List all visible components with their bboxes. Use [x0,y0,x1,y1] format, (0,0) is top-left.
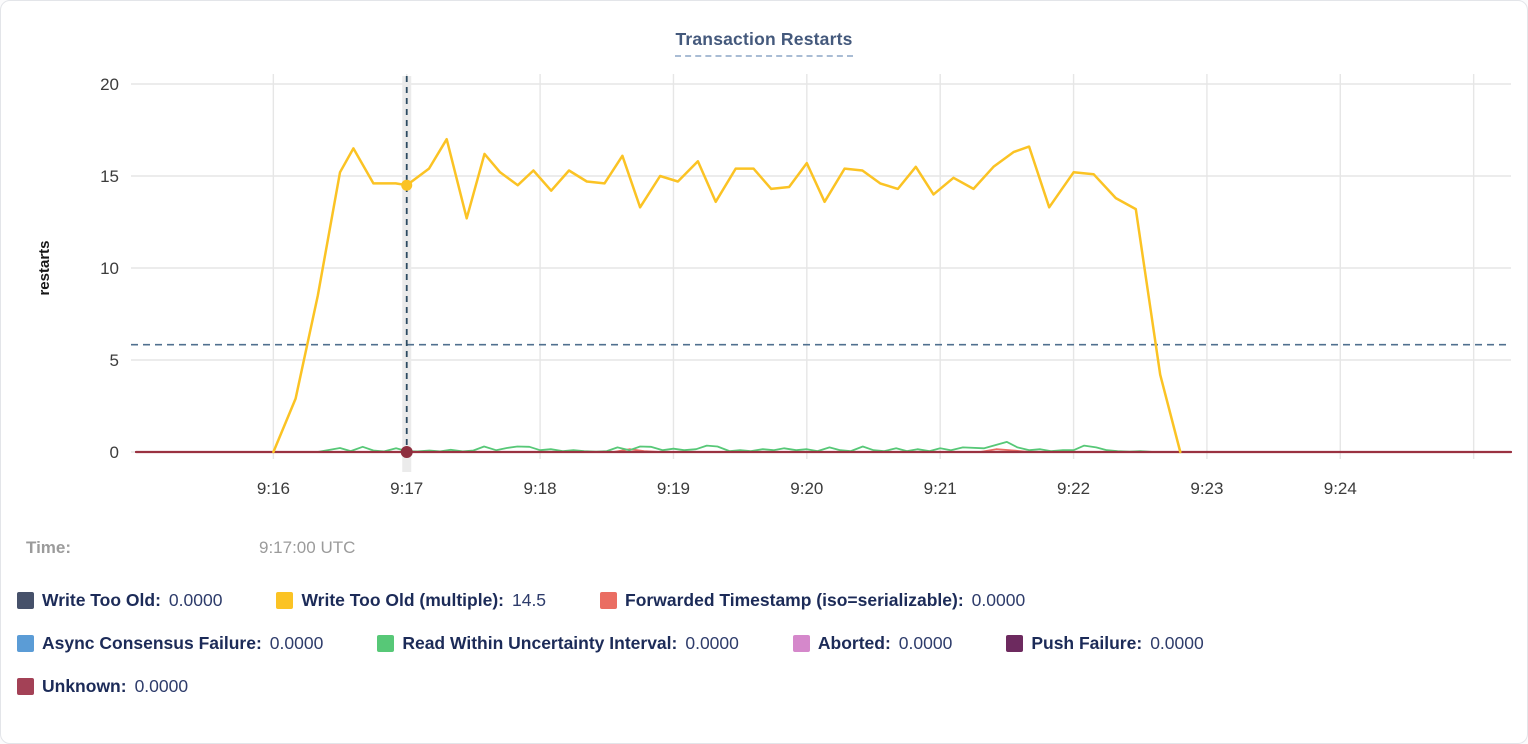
y-tick-label: 0 [110,443,119,462]
legend-label: Unknown: [42,676,127,696]
legend-swatch [17,592,34,609]
legend-label: Async Consensus Failure: [42,633,262,653]
legend-swatch [792,635,810,652]
legend-item-forwarded-timestamp-iso-serializable: Forwarded Timestamp (iso=serializable): 0… [600,590,1025,611]
legend-label: Write Too Old (multiple): [301,590,504,610]
legend-swatch [17,635,34,652]
legend-row: Unknown: 0.0000 [17,676,1513,697]
legend-value: 14.5 [511,590,547,610]
legend-swatch [17,678,34,695]
legend-value: 0.0000 [269,633,324,653]
x-tick-label: 9:16 [257,479,290,498]
legend-row: Async Consensus Failure: 0.0000 Read Withi… [17,633,1513,654]
legend-item-aborted: Aborted: 0.0000 [792,633,953,654]
x-tick-label: 9:17 [390,479,423,498]
chart-legend: Write Too Old: 0.0000 Write Too Old (multi… [17,590,1513,719]
x-tick-label: 9:23 [1190,479,1223,498]
chart-header: Transaction Restarts [1,29,1527,57]
y-tick-label: 10 [100,259,119,278]
y-tick-label: 20 [100,75,119,94]
legend-item-read-within-uncertainty-interval: Read Within Uncertainty Interval: 0.0000 [377,633,739,654]
legend-item-push-failure: Push Failure: 0.0000 [1006,633,1204,654]
y-axis-label: restarts [36,240,53,295]
y-tick-label: 5 [110,351,119,370]
legend-value: 0.0000 [685,633,739,653]
selected-point-write-too-old-multiple [401,179,413,191]
legend-value: 0.0000 [134,676,189,696]
chart-title[interactable]: Transaction Restarts [675,29,853,57]
legend-item-write-too-old: Write Too Old: 0.0000 [17,590,222,611]
y-tick-label: 15 [100,167,119,186]
x-tick-label: 9:19 [657,479,690,498]
x-tick-label: 9:20 [790,479,823,498]
x-tick-label: 9:21 [924,479,957,498]
legend-swatch [377,635,395,652]
legend-value: 0.0000 [898,633,953,653]
x-tick-label: 9:18 [524,479,557,498]
x-tick-label: 9:22 [1057,479,1090,498]
series-write-too-old-multiple [272,137,1182,454]
legend-label: Aborted: [817,633,891,653]
legend-value: 0.0000 [971,590,1026,610]
legend-item-write-too-old-multiple: Write Too Old (multiple): 14.5 [276,590,546,611]
series-read-within-uncertainty-interval [316,440,1155,453]
legend-label: Write Too Old: [42,590,161,610]
legend-label: Forwarded Timestamp (iso=serializable): [625,590,964,610]
selected-point-unknown [400,446,413,458]
hover-time-readout: Time: 9:17:00 UTC [26,538,355,558]
transaction-restarts-chart[interactable]: 0 5 10 15 20 9:16 9:17 9:18 9:19 9:20 9:21 9:22 9:23… [1,1,1528,521]
legend-swatch [600,592,618,609]
legend-value: 0.0000 [168,590,223,610]
legend-row: Write Too Old: 0.0000 Write Too Old (multi… [17,590,1513,611]
time-label: Time: [26,538,72,557]
legend-label: Push Failure: [1031,633,1143,653]
legend-item-unknown: Unknown: 0.0000 [17,676,188,697]
legend-item-async-consensus-failure: Async Consensus Failure: 0.0000 [17,633,323,654]
time-value: 9:17:00 UTC [259,538,356,557]
legend-label: Read Within Uncertainty Interval: [402,633,678,653]
x-tick-label: 9:24 [1324,479,1357,498]
legend-swatch [1006,635,1024,652]
legend-swatch [276,592,294,609]
legend-value: 0.0000 [1150,633,1204,653]
